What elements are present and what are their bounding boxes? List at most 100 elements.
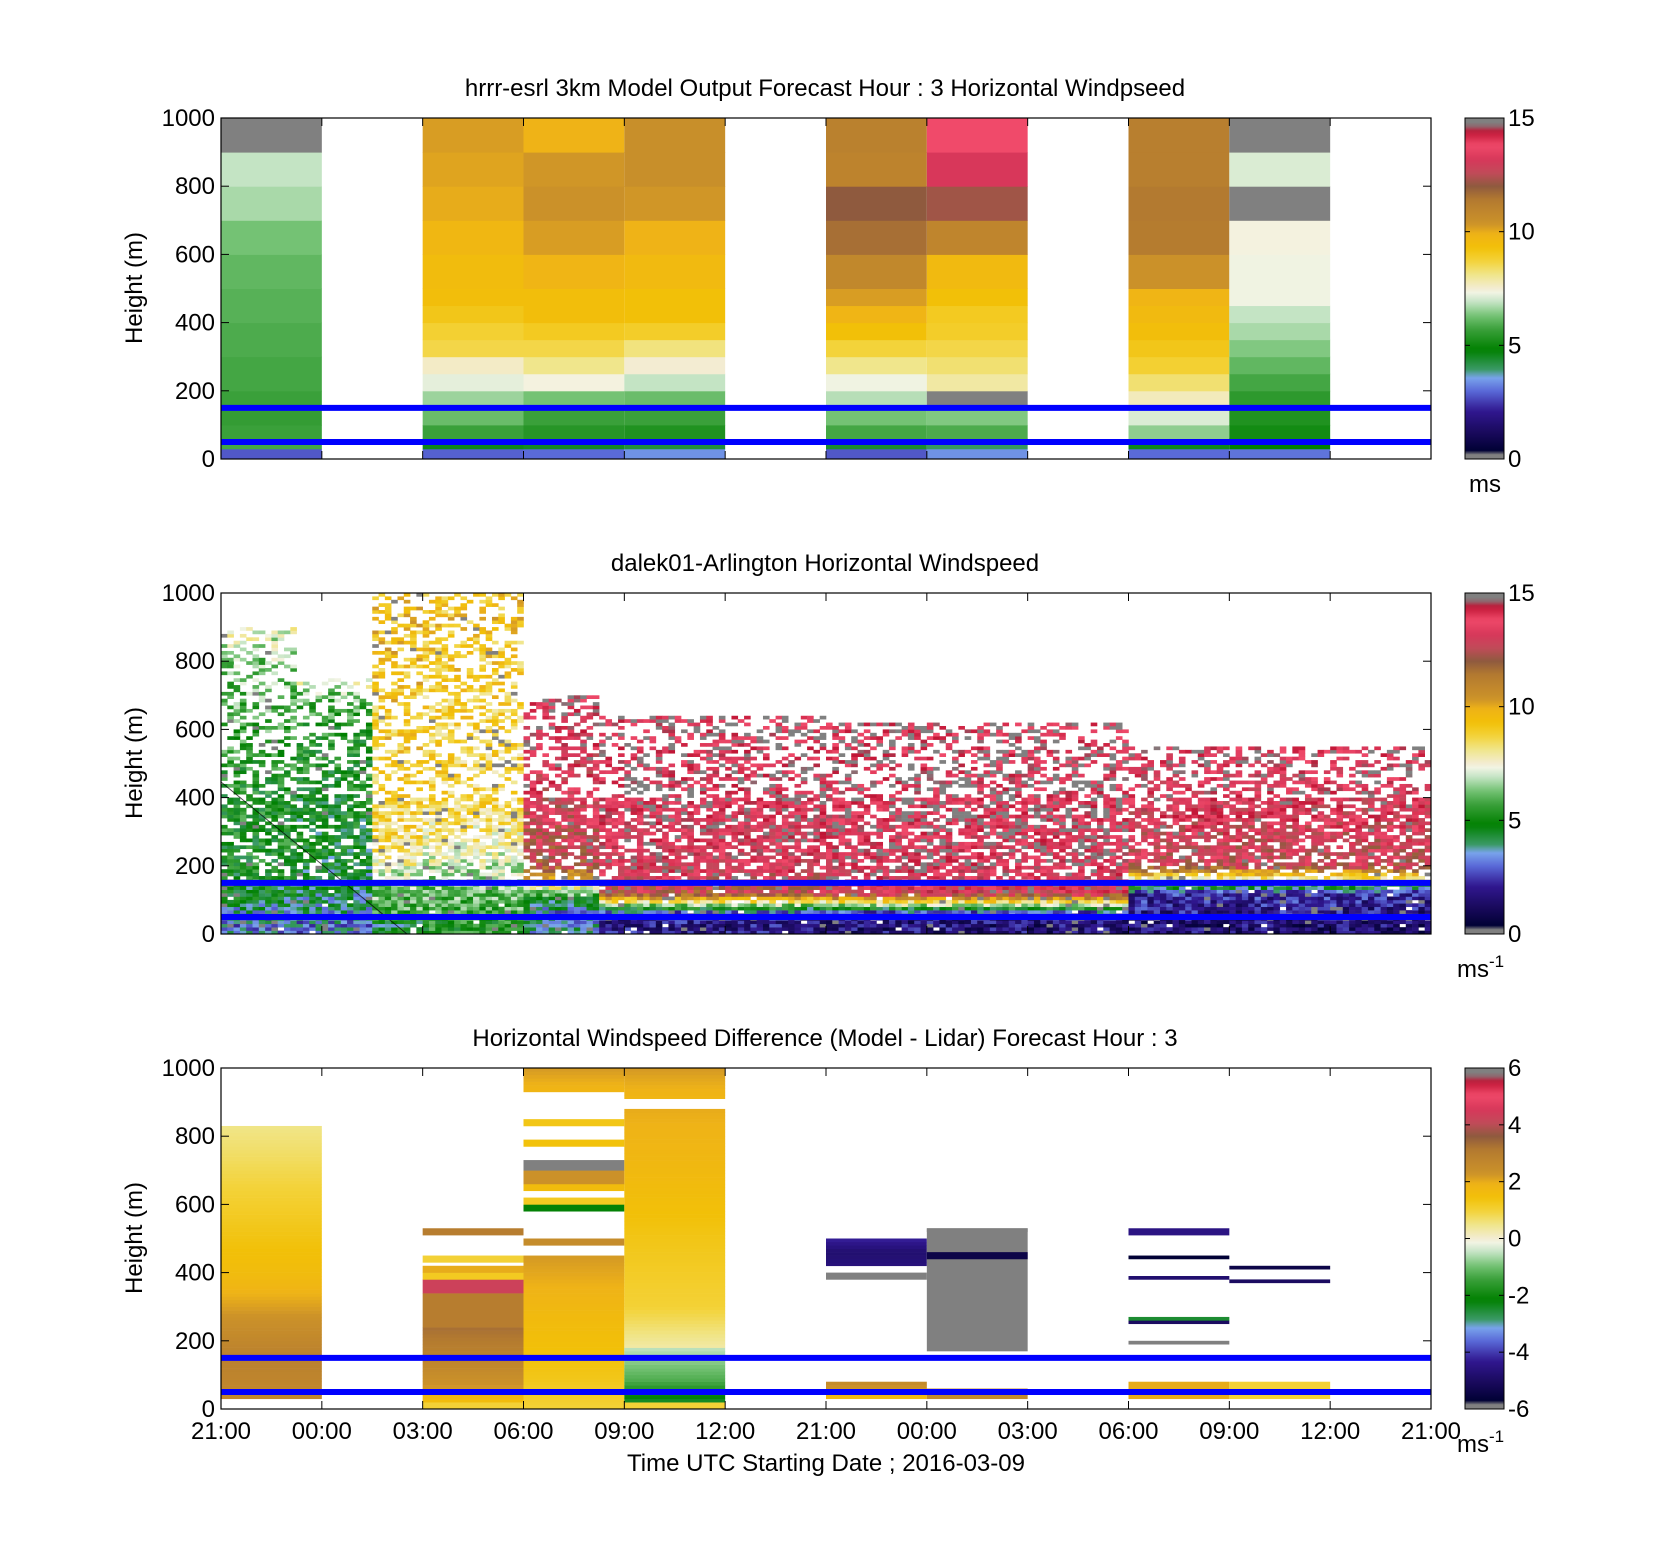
panel-lidar-cell [555, 889, 562, 894]
panel-lidar-cell [372, 838, 379, 843]
panel-lidar-cell [334, 691, 342, 696]
panel-lidar-cell [523, 893, 531, 897]
panel-lidar-cell [567, 736, 575, 740]
panel-lidar-cell [725, 862, 732, 867]
panel-lidar-cell [416, 852, 423, 856]
panel-lidar-cell [473, 763, 480, 768]
panel-lidar-cell [517, 620, 524, 624]
panel-lidar-cell [548, 923, 556, 928]
panel-lidar-cell [252, 715, 260, 720]
panel-lidar-cell [410, 644, 417, 648]
panel-lidar-cell [447, 705, 455, 710]
panel-lidar-cell [580, 818, 587, 822]
panel-lidar-cell [372, 725, 379, 730]
panel-lidar-cell [252, 889, 260, 894]
panel-lidar-cell [485, 845, 493, 850]
panel-lidar-cell [365, 760, 373, 764]
panel-lidar-cell [491, 654, 499, 659]
panel-lidar-cell [359, 804, 367, 809]
panel-lidar-cell [460, 640, 468, 645]
panel-lidar-cell [491, 927, 499, 931]
panel-lidar-cell [548, 708, 556, 713]
panel-lidar-cell [454, 623, 461, 628]
panel-lidar-cell [769, 831, 776, 836]
panel-lidar-cell [353, 889, 360, 894]
panel-lidar-cell [693, 862, 701, 867]
panel-lidar-cell [498, 708, 505, 713]
panel-lidar-cell [347, 746, 354, 751]
panel-lidar-cell [586, 906, 594, 911]
panel-lidar-cell [473, 627, 480, 631]
panel-lidar-cell [372, 896, 379, 901]
panel-lidar-cell [510, 640, 518, 645]
panel-lidar-cell [510, 811, 518, 815]
panel-lidar-cell [687, 787, 694, 792]
panel-lidar-cell [769, 903, 776, 908]
panel-lidar-cell [321, 715, 329, 720]
panel-lidar-cell [258, 760, 266, 764]
panel-lidar-cell [794, 848, 802, 853]
panel-lidar-cell [246, 886, 253, 890]
panel-lidar-cell [567, 702, 575, 706]
panel-lidar-cell [403, 858, 411, 863]
panel-lidar-cell [435, 725, 442, 730]
panel-model-cell [1128, 448, 1230, 460]
panel-lidar-cell [328, 760, 335, 764]
panel-lidar-cell [725, 930, 732, 935]
panel-lidar-cell [542, 797, 550, 802]
panel-lidar-cell [246, 753, 253, 757]
panel-lidar-cell [498, 647, 505, 652]
panel-lidar-cell [693, 766, 701, 771]
panel-lidar-cell [611, 889, 619, 894]
panel-lidar-cell [284, 835, 291, 839]
panel-lidar-cell [378, 835, 386, 839]
panel-lidar-cell [435, 862, 442, 867]
panel-lidar-cell [378, 787, 386, 792]
panel-lidar-cell [775, 872, 783, 877]
panel-lidar-cell [252, 647, 260, 652]
panel-model-cell [624, 322, 726, 341]
panel-lidar-cell [422, 688, 430, 693]
panel-lidar-cell [221, 910, 228, 914]
panel-lidar-cell [655, 930, 663, 935]
panel-lidar-cell [750, 739, 757, 744]
panel-lidar-cell [731, 777, 739, 781]
panel-lidar-cell [485, 807, 493, 812]
panel-lidar-cell [359, 801, 367, 805]
panel-lidar-cell [775, 736, 783, 740]
panel-lidar-cell [221, 845, 228, 850]
panel-lidar-cell [466, 668, 474, 672]
panel-lidar-cell [800, 835, 808, 839]
panel-lidar-cell [359, 787, 367, 792]
panel-lidar-cell [718, 899, 726, 904]
panel-lidar-cell [775, 930, 783, 935]
panel-lidar-cell [296, 889, 304, 894]
panel-lidar-cell [422, 620, 430, 624]
panel-lidar-cell [636, 760, 644, 764]
panel-lidar-cell [365, 790, 373, 795]
panel-lidar-cell [536, 927, 543, 931]
panel-lidar-cell [460, 746, 468, 751]
panel-lidar-cell [315, 763, 323, 768]
panel-lidar-cell [372, 930, 379, 935]
panel-lidar-cell [252, 732, 260, 737]
panel-lidar-cell [265, 753, 272, 757]
panel-lidar-cell [315, 766, 323, 771]
panel-lidar-cell [756, 766, 764, 771]
panel-lidar-cell [630, 811, 638, 815]
panel-lidar-cell [428, 838, 436, 843]
panel-lidar-cell [246, 906, 253, 911]
panel-lidar-cell [542, 869, 550, 873]
panel-lidar-cell [561, 824, 568, 829]
panel-model-cell [624, 373, 726, 392]
panel-lidar-cell [800, 852, 808, 856]
panel-lidar-cell [447, 668, 455, 672]
panel-lidar-cell [359, 889, 367, 894]
panel-lidar-cell [397, 804, 405, 809]
panel-lidar-cell [321, 732, 329, 737]
panel-lidar-cell [699, 787, 707, 792]
panel-lidar-cell [359, 732, 367, 737]
panel-lidar-cell [447, 814, 455, 819]
panel-lidar-cell [536, 862, 543, 867]
panel-lidar-cell [384, 616, 392, 621]
